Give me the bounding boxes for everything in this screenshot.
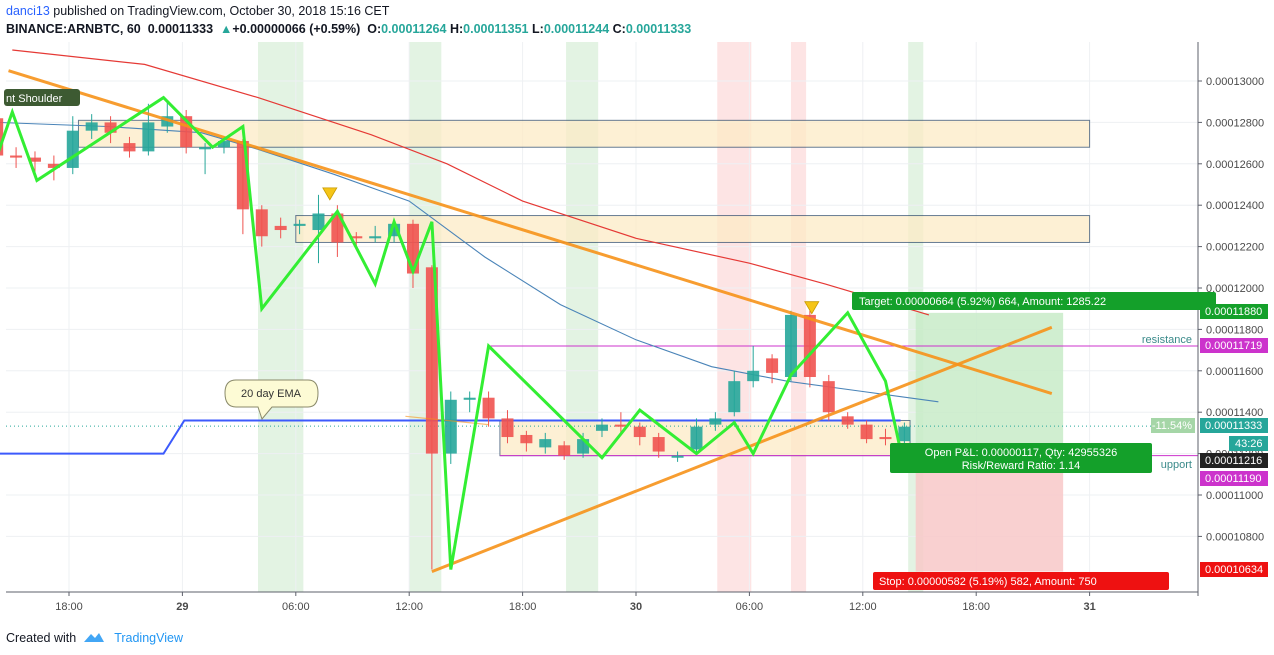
price-label-11190-text: 0.00011190 (1205, 473, 1261, 485)
time-tick-label: 06:00 (736, 601, 764, 613)
price-label-11880-text: 0.00011880 (1205, 306, 1262, 318)
price-label-11333-text: 0.00011333 (1205, 420, 1262, 432)
candle-body (672, 456, 684, 458)
countdown-label-text: 43:26 (1235, 438, 1263, 450)
price-label-11880: 0.00011880 (1200, 304, 1268, 319)
candle-body (558, 445, 570, 455)
candle-body (766, 358, 778, 372)
created-with-text: Created with (6, 631, 76, 645)
shoulder-label-text: nt Shoulder (6, 93, 63, 105)
candle-body (823, 381, 835, 412)
price-label-10634: 0.00010634 (1200, 562, 1268, 577)
stop-label-text: Stop: 0.00000582 (5.19%) 582, Amount: 75… (879, 576, 1097, 588)
time-tick-label: 18:00 (55, 601, 83, 613)
candle-body (501, 418, 513, 437)
candle-body (690, 427, 702, 450)
candle-body (898, 427, 910, 441)
pct-label-text: -11.54% (1152, 420, 1192, 432)
time-tick-label: 18:00 (962, 601, 990, 613)
time-tick-label: 29 (176, 601, 188, 613)
candle-body (464, 398, 476, 400)
support-label: upport (1161, 459, 1192, 471)
candle-body (67, 131, 79, 168)
candle-body (861, 425, 873, 439)
price-tick-label: 0.00012200 (1206, 242, 1264, 254)
time-tick-label: 30 (630, 601, 642, 613)
price-tick-label: 0.00011800 (1206, 324, 1263, 336)
candle-body (294, 224, 306, 226)
position-info-box[interactable]: Open P&L: 0.00000117, Qty: 42955326 Risk… (890, 443, 1152, 473)
time-tick-label: 12:00 (395, 601, 423, 613)
candle-body (785, 315, 797, 377)
price-tick-label: 0.00012800 (1206, 117, 1264, 129)
price-tick-label: 0.00012400 (1206, 200, 1264, 212)
ema-callout-text: 20 day EMA (241, 388, 302, 400)
candle-body (747, 371, 759, 381)
candle-body (539, 439, 551, 447)
price-tick-label: 0.00011600 (1206, 366, 1263, 378)
candle-body (596, 425, 608, 431)
candle-body (199, 147, 211, 149)
candle-body (709, 418, 721, 424)
price-label-11333: 0.00011333 (1200, 418, 1268, 433)
candle-body (634, 427, 646, 437)
open-pnl-text: Open P&L: 0.00000117, Qty: 42955326 (925, 447, 1117, 459)
price-label-11719-text: 0.00011719 (1205, 340, 1262, 352)
price-label-11216-text: 0.00011216 (1205, 455, 1262, 467)
target-label[interactable]: Target: 0.00000664 (5.92%) 664, Amount: … (852, 292, 1216, 310)
price-tick-label: 0.00011400 (1206, 407, 1263, 419)
candle-body (653, 437, 665, 451)
shoulder-label[interactable]: nt Shoulder (4, 89, 80, 106)
time-tick-label: 12:00 (849, 601, 877, 613)
tradingview-cloud-icon (82, 630, 106, 647)
time-tick-label: 18:00 (509, 601, 537, 613)
candle-body (445, 400, 457, 454)
price-tick-label: 0.00010800 (1206, 531, 1264, 543)
pct-label: -11.54% (1151, 418, 1195, 433)
candle-body (728, 381, 740, 412)
candle-body (123, 143, 135, 151)
candle-body (520, 435, 532, 443)
time-tick-label: 06:00 (282, 601, 310, 613)
time-tick-label: 31 (1083, 601, 1095, 613)
tradingview-link[interactable]: TradingView (114, 631, 183, 645)
price-label-10634-text: 0.00010634 (1205, 564, 1263, 576)
countdown-label: 43:26 (1229, 436, 1268, 451)
target-label-text: Target: 0.00000664 (5.92%) 664, Amount: … (859, 296, 1106, 308)
price-label-11190: 0.00011190 (1200, 471, 1268, 486)
price-tick-label: 0.00013000 (1206, 76, 1264, 88)
price-tick-label: 0.00011000 (1206, 490, 1263, 502)
stop-label[interactable]: Stop: 0.00000582 (5.19%) 582, Amount: 75… (873, 572, 1169, 590)
candle-body (256, 209, 268, 236)
candle-body (275, 226, 287, 230)
price-label-11719: 0.00011719 (1200, 338, 1268, 353)
footer: Created with TradingView (6, 630, 183, 647)
candle-body (142, 122, 154, 151)
candle-body (86, 122, 98, 130)
candle-body (879, 437, 891, 439)
price-tick-label: 0.00012600 (1206, 159, 1264, 171)
candle-body (407, 224, 419, 274)
candle-body (10, 156, 22, 158)
candle-body (312, 213, 324, 230)
candle[interactable] (445, 392, 457, 464)
resistance-label: resistance (1142, 334, 1192, 346)
candle-body (369, 236, 381, 238)
candle-body (842, 416, 854, 424)
candle-body (483, 398, 495, 419)
candle-body (804, 315, 816, 377)
risk-reward-text: Risk/Reward Ratio: 1.14 (962, 460, 1081, 472)
price-label-11216: 0.00011216 (1200, 453, 1268, 468)
